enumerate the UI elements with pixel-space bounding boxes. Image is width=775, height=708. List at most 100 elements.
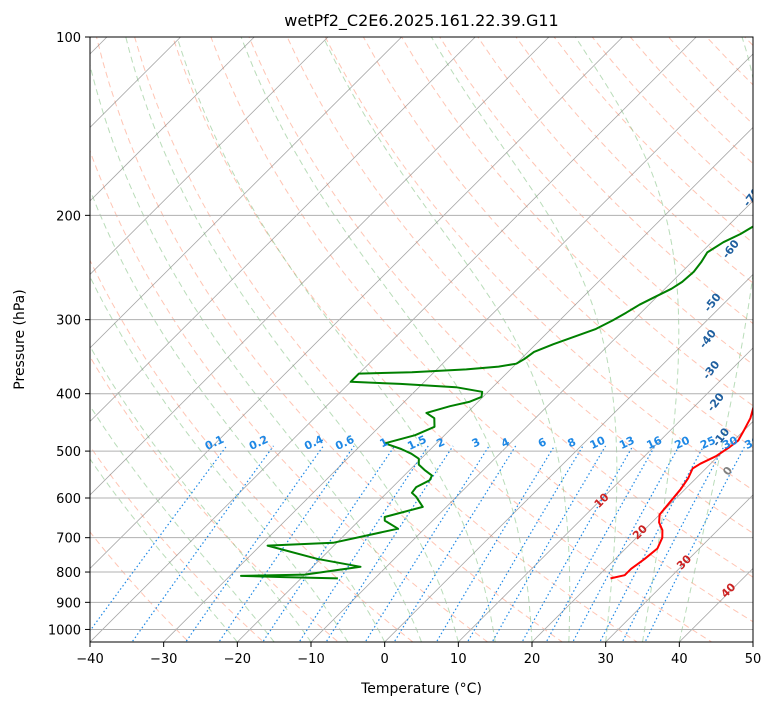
moist-adiabat-label: 40 bbox=[718, 580, 738, 600]
mixing-ratio-line bbox=[131, 445, 274, 642]
isotherm-line bbox=[90, 37, 623, 570]
dry-adiabat-line bbox=[324, 37, 753, 491]
y-tick-label: 700 bbox=[56, 532, 81, 547]
isotherm-line bbox=[90, 37, 329, 275]
moist-adiabat-line bbox=[90, 345, 312, 642]
isotherm-line bbox=[163, 53, 753, 642]
dry-adiabat-line bbox=[757, 10, 775, 654]
mixing-ratio-line bbox=[298, 445, 429, 642]
y-tick-label: 200 bbox=[56, 209, 81, 224]
isotherm-line bbox=[90, 37, 255, 202]
mixing-ratio-line bbox=[466, 445, 584, 642]
moist-adiabat-line bbox=[322, 37, 571, 642]
y-tick-label: 900 bbox=[56, 596, 81, 611]
dry-adiabat-line bbox=[477, 37, 753, 325]
moist-adiabat-line bbox=[240, 37, 533, 642]
y-axis-ticks: 1000 900 800 700 600 500 400 300 200 100 bbox=[48, 31, 90, 638]
isotherm-line bbox=[752, 641, 753, 642]
y-tick-label: 800 bbox=[56, 566, 81, 581]
x-tick-label: −40 bbox=[76, 652, 103, 667]
moist-adiabat-line bbox=[90, 458, 238, 642]
dry-adiabat-line bbox=[90, 531, 190, 642]
isotherm-label: -50 bbox=[701, 290, 724, 314]
dry-adiabats bbox=[90, 10, 775, 654]
dry-adiabat-line bbox=[705, 37, 753, 86]
mixing-ratio-line bbox=[491, 445, 607, 642]
mixing-ratio-label: 16 bbox=[645, 434, 665, 452]
isotherm-label: -80 bbox=[764, 132, 775, 156]
isotherm-line bbox=[679, 567, 753, 642]
isotherm-line bbox=[90, 37, 476, 423]
dry-adiabat-line bbox=[90, 445, 265, 642]
y-axis-label: Pressure (hPa) bbox=[12, 289, 28, 389]
x-tick-label: 50 bbox=[745, 652, 762, 667]
mixing-ratio-label: 20 bbox=[673, 434, 693, 452]
moist-adiabat-label: 10 bbox=[592, 490, 612, 510]
moist-adiabat-label: 30 bbox=[674, 552, 694, 572]
isotherm-line bbox=[90, 37, 402, 349]
x-axis-label: Temperature (°C) bbox=[360, 681, 482, 697]
isotherms bbox=[90, 37, 753, 642]
dry-adiabat-line bbox=[286, 37, 753, 534]
mixing-ratio-line bbox=[218, 445, 355, 642]
dry-adiabat-line bbox=[90, 259, 414, 642]
mixing-ratio-line bbox=[262, 445, 396, 642]
plot-frame bbox=[89, 36, 754, 643]
temperature-profile-line bbox=[610, 404, 753, 580]
mixing-ratio-line bbox=[393, 445, 517, 642]
mixing-ratio-line bbox=[325, 445, 454, 642]
mixing-ratio-label: 3 bbox=[470, 435, 482, 450]
mixing-ratio-label: 0.6 bbox=[333, 433, 356, 453]
mixing-ratio-label: 30 bbox=[720, 434, 740, 452]
mixing-ratio-label: 4 bbox=[499, 435, 512, 450]
chart-title: wetPf2_C2E6.2025.161.22.39.G11 bbox=[284, 11, 558, 31]
isotherm-label: 0 bbox=[720, 464, 735, 478]
dry-adiabat-line bbox=[591, 37, 753, 204]
mixing-ratio-label: 36 bbox=[743, 434, 763, 452]
mixing-ratio-line bbox=[185, 445, 324, 642]
x-tick-label: −10 bbox=[297, 652, 324, 667]
dry-adiabat-line bbox=[90, 355, 339, 642]
y-tick-label: 400 bbox=[56, 388, 81, 403]
isotherm-label: -30 bbox=[700, 358, 723, 382]
moist-adiabat-line bbox=[430, 37, 618, 642]
isotherm-line bbox=[531, 420, 753, 642]
mixing-ratio-label: 2 bbox=[434, 435, 446, 450]
moist-adiabat-line bbox=[176, 37, 496, 642]
dry-adiabat-line bbox=[362, 37, 753, 449]
mixing-ratio-line bbox=[545, 445, 656, 642]
y-tick-label: 300 bbox=[56, 314, 81, 329]
mixing-ratio-label: 8 bbox=[566, 435, 578, 450]
mixing-ratio-label: 0.2 bbox=[247, 433, 270, 453]
moist-adiabat-line bbox=[90, 63, 422, 642]
plot-area: -100-90-80-70-60-50-40-30-20-1000.10.20.… bbox=[90, 10, 775, 654]
profile-series bbox=[240, 225, 753, 580]
isotherm-line bbox=[310, 200, 753, 642]
isotherm-label: -60 bbox=[719, 237, 742, 261]
dry-adiabat-line bbox=[90, 149, 489, 642]
dry-adiabat-line bbox=[172, 37, 713, 642]
x-tick-label: −30 bbox=[150, 652, 177, 667]
mixing-ratio-line bbox=[599, 445, 705, 642]
y-tick-label: 500 bbox=[56, 445, 81, 460]
isotherm-label: -40 bbox=[697, 327, 720, 351]
isotherm-line bbox=[458, 347, 753, 642]
y-tick-label: 1000 bbox=[48, 623, 81, 638]
moist-adiabat-label: 20 bbox=[630, 522, 650, 542]
dewpoint-profile-line bbox=[240, 225, 753, 580]
isotherm-line bbox=[384, 273, 753, 642]
x-tick-label: 30 bbox=[597, 652, 614, 667]
y-tick-label: 100 bbox=[56, 31, 81, 46]
mixing-ratio-label: 6 bbox=[536, 435, 549, 450]
dry-adiabat-line bbox=[744, 37, 753, 47]
mixing-ratio-label: 0.4 bbox=[302, 433, 325, 453]
moist-adiabat-line bbox=[678, 37, 753, 642]
x-tick-label: −20 bbox=[224, 652, 251, 667]
isotherm-line bbox=[605, 494, 753, 642]
dry-adiabat-line bbox=[401, 37, 753, 407]
x-tick-label: 10 bbox=[450, 652, 467, 667]
dry-adiabat-line bbox=[515, 37, 753, 284]
x-axis-ticks: −40 −30 −20 −10 0 10 20 30 40 50 bbox=[76, 642, 761, 667]
isotherm-line bbox=[90, 37, 697, 642]
moist-adiabat-line bbox=[125, 37, 459, 642]
